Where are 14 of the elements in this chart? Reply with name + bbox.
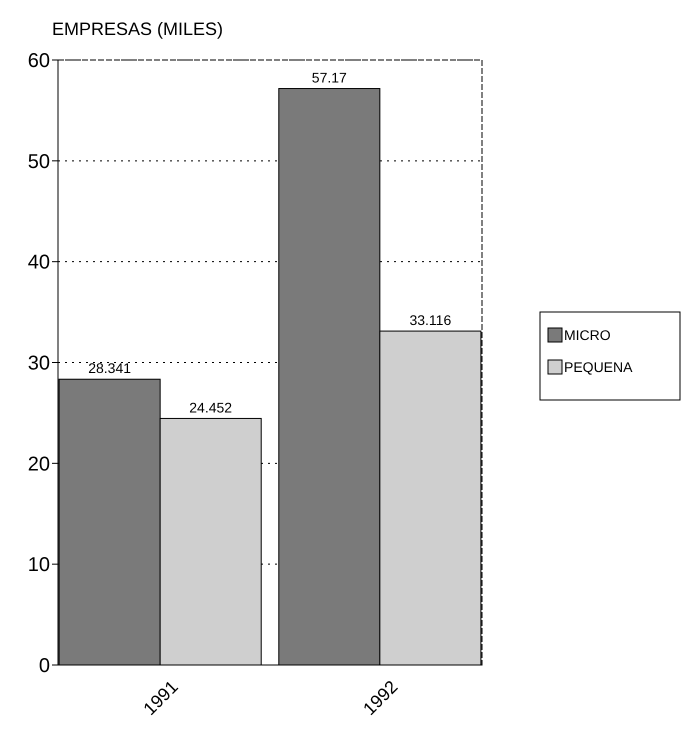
y-tick-label: 50 [28,150,50,173]
data-label: 28.341 [88,360,132,376]
y-tick-label: 20 [28,453,50,476]
y-tick-label: 30 [28,352,50,374]
data-label: 57.17 [312,70,348,86]
data-label: 24.452 [189,399,232,416]
data-label: 33.116 [409,312,452,328]
y-tick-label: 40 [28,252,50,274]
legend-label: PEQUENA [564,358,634,375]
y-tick-label: 10 [28,554,50,576]
y-tick-label: 60 [28,50,50,72]
y-tick-label: 0 [38,655,50,677]
legend-label: MICRO [564,326,611,343]
chart-title: EMPRESAS (MILES) [52,19,224,39]
